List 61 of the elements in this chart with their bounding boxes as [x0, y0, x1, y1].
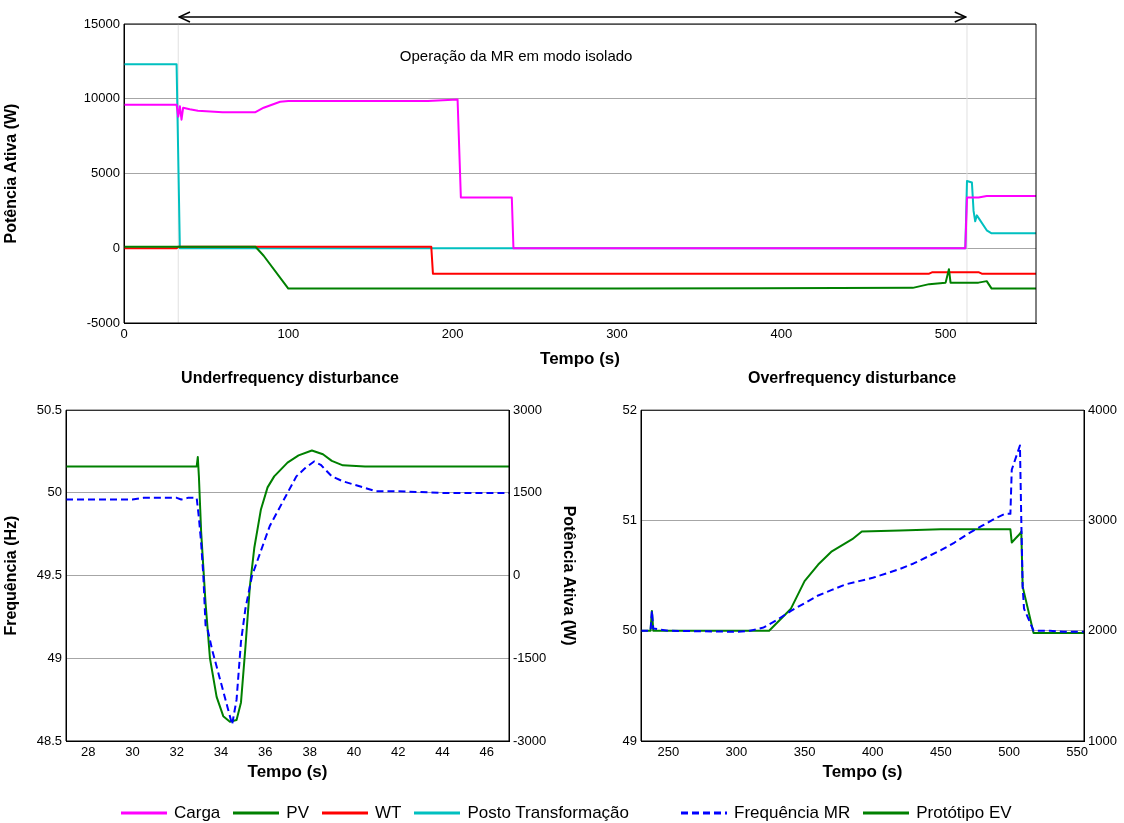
y2-tick-label: 4000: [1088, 401, 1117, 417]
x-tick-label: 500: [998, 744, 1020, 760]
y-tick-label: 50: [622, 622, 637, 638]
x-tick-label: 400: [861, 744, 884, 760]
x-tick-label: 42: [391, 744, 406, 760]
y2-axis-title: Potência Ativa (W): [560, 505, 578, 646]
y2-tick-label: 2000: [1088, 622, 1117, 638]
x-tick-label: 400: [770, 326, 793, 342]
x-tick-label: 46: [479, 744, 495, 760]
y-tick-label: 52: [622, 401, 637, 417]
x-tick-label: 200: [441, 326, 464, 342]
y2-tick-label: 0: [513, 567, 521, 583]
x-tick-label: 32: [169, 744, 184, 760]
x-tick-label: 350: [793, 744, 816, 760]
legend-label: Frequência MR: [734, 803, 851, 823]
y-tick-label: 10000: [83, 90, 120, 106]
x-tick-label: 28: [80, 744, 96, 760]
x-axis-title: Tempo (s): [822, 762, 903, 782]
y-tick-label: -5000: [86, 314, 120, 330]
x-axis-title: Tempo (s): [540, 349, 620, 369]
y-tick-label: 49.5: [36, 567, 62, 583]
x-tick-label: 40: [346, 744, 362, 760]
y-tick-label: 48.5: [36, 732, 62, 748]
x-tick-label: 34: [213, 744, 229, 760]
y-axis-title: Frequência (Hz): [2, 515, 20, 636]
y2-tick-label: 1500: [513, 484, 542, 500]
x-tick-label: 38: [302, 744, 317, 760]
y-tick-label: 49: [47, 649, 62, 665]
y2-tick-label: -3000: [513, 732, 547, 748]
y2-tick-label: 1000: [1088, 732, 1117, 748]
chart-title: Overfrequency disturbance: [747, 369, 957, 387]
x-tick-label: 300: [725, 744, 748, 760]
y-tick-label: 0: [112, 239, 120, 255]
y2-tick-label: -1500: [513, 649, 547, 665]
x-tick-label: 250: [657, 744, 680, 760]
legend-label: WT: [375, 803, 402, 823]
legend-label: Protótipo EV: [916, 803, 1012, 823]
x-tick-label: 300: [606, 326, 628, 342]
x-tick-label: 450: [930, 744, 952, 760]
y-tick-label: 50.5: [36, 401, 62, 417]
x-tick-label: 550: [1066, 744, 1089, 760]
legend-label: PV: [286, 803, 309, 823]
x-tick-label: 100: [277, 326, 300, 342]
y-tick-label: 50: [47, 484, 62, 500]
y-tick-label: 15000: [83, 15, 120, 31]
y-tick-label: 49: [622, 732, 637, 748]
line-series: [641, 444, 1084, 633]
chart-title: Underfrequency disturbance: [181, 369, 400, 387]
x-tick-label: 44: [435, 744, 450, 760]
legend-label: Carga: [174, 803, 221, 823]
y2-tick-label: 3000: [1088, 512, 1117, 528]
x-axis-title: Tempo (s): [247, 762, 328, 782]
y-tick-label: 51: [622, 512, 637, 528]
y-axis-title: Potência Ativa (W): [2, 103, 20, 244]
x-tick-label: 36: [258, 744, 273, 760]
y2-tick-label: 3000: [513, 401, 542, 417]
legend-label: Posto Transformação: [467, 803, 630, 823]
x-tick-label: 500: [934, 326, 957, 342]
x-tick-label: 30: [125, 744, 140, 760]
annotation: Operação da MR em modo isolado: [399, 47, 633, 65]
y-tick-label: 5000: [91, 165, 120, 181]
